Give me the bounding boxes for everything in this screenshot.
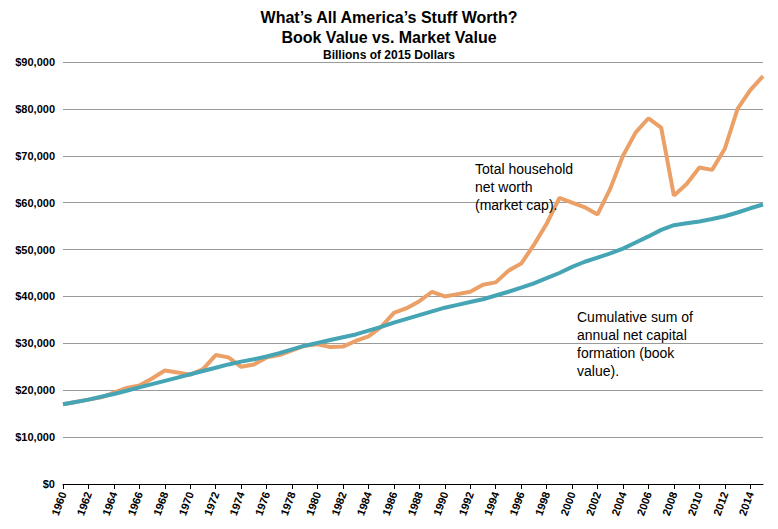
svg-text:1982: 1982 [329, 490, 349, 517]
svg-text:2014: 2014 [736, 489, 756, 517]
svg-text:1996: 1996 [507, 490, 527, 517]
svg-text:net worth: net worth [475, 179, 533, 195]
svg-text:2006: 2006 [634, 490, 654, 517]
svg-text:formation (book: formation (book [577, 345, 675, 361]
svg-text:1994: 1994 [482, 489, 502, 517]
svg-text:1968: 1968 [151, 490, 171, 517]
svg-text:2002: 2002 [584, 490, 604, 517]
svg-text:2012: 2012 [711, 490, 731, 517]
svg-text:1998: 1998 [533, 490, 553, 517]
svg-text:$0: $0 [43, 478, 55, 490]
svg-text:1970: 1970 [176, 490, 196, 517]
svg-text:Book Value vs. Market Value: Book Value vs. Market Value [281, 29, 496, 46]
svg-text:1992: 1992 [456, 490, 476, 517]
svg-text:1960: 1960 [49, 490, 69, 517]
svg-text:1980: 1980 [304, 490, 324, 517]
svg-text:1986: 1986 [380, 490, 400, 517]
svg-text:$40,000: $40,000 [15, 290, 55, 302]
svg-text:1988: 1988 [405, 490, 425, 517]
svg-text:$30,000: $30,000 [15, 337, 55, 349]
svg-text:1976: 1976 [253, 490, 273, 517]
svg-text:2008: 2008 [660, 490, 680, 517]
svg-text:2004: 2004 [609, 489, 629, 517]
svg-text:2010: 2010 [685, 490, 705, 517]
svg-text:1964: 1964 [100, 489, 120, 517]
svg-text:annual net capital: annual net capital [577, 327, 687, 343]
svg-text:1978: 1978 [278, 490, 298, 517]
svg-text:What’s All America’s Stuff Wor: What’s All America’s Stuff Worth? [261, 9, 518, 26]
svg-text:1984: 1984 [354, 489, 374, 517]
svg-text:1966: 1966 [125, 490, 145, 517]
svg-text:$90,000: $90,000 [15, 56, 55, 68]
svg-text:value).: value). [577, 363, 619, 379]
svg-text:(market cap).: (market cap). [475, 197, 557, 213]
svg-text:1972: 1972 [202, 490, 222, 517]
svg-text:1990: 1990 [431, 490, 451, 517]
svg-text:Billions of 2015 Dollars: Billions of 2015 Dollars [323, 48, 455, 62]
svg-text:$80,000: $80,000 [15, 103, 55, 115]
svg-text:2000: 2000 [558, 490, 578, 517]
svg-text:$60,000: $60,000 [15, 197, 55, 209]
svg-text:1974: 1974 [227, 489, 247, 517]
svg-text:$20,000: $20,000 [15, 384, 55, 396]
svg-text:$70,000: $70,000 [15, 150, 55, 162]
svg-text:$50,000: $50,000 [15, 244, 55, 256]
svg-text:Cumulative sum of: Cumulative sum of [577, 309, 693, 325]
svg-text:1962: 1962 [74, 490, 94, 517]
svg-text:$10,000: $10,000 [15, 431, 55, 443]
svg-text:Total household: Total household [475, 161, 573, 177]
